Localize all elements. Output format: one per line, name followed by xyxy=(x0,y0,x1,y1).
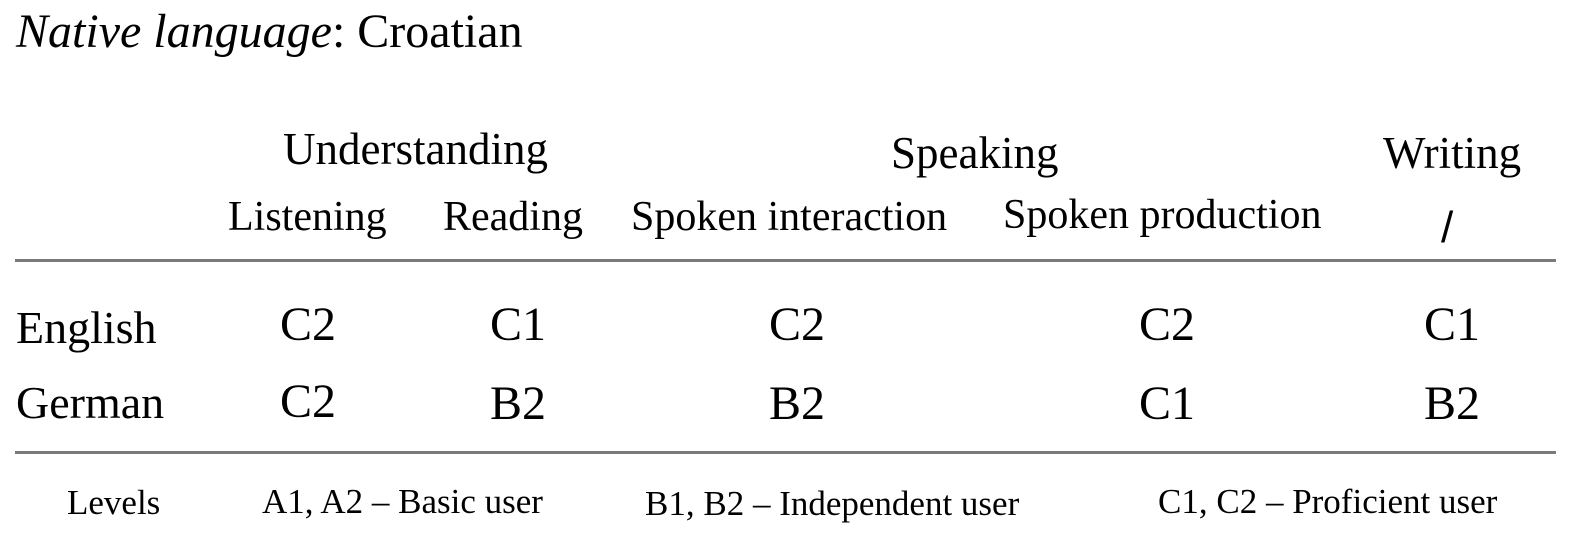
legend-independent: B1, B2 – Independent user xyxy=(645,484,1020,523)
subheader-spoken-production: Spoken production xyxy=(1003,192,1322,238)
native-language-separator: : xyxy=(331,5,358,58)
legend-basic: A1, A2 – Basic user xyxy=(262,482,543,521)
table-bottom-rule xyxy=(15,451,1556,454)
native-language-line: Native language: Croatian xyxy=(16,8,523,56)
header-understanding: Understanding xyxy=(283,124,548,174)
level-reading: B2 xyxy=(489,377,546,430)
language-name: German xyxy=(16,377,165,428)
level-spoken-interaction: C2 xyxy=(768,298,825,351)
native-language-value: Croatian xyxy=(357,5,523,58)
native-language-label: Native language xyxy=(16,5,332,58)
subheader-writing-mark: / xyxy=(1441,203,1454,252)
subheader-listening: Listening xyxy=(228,194,387,240)
level-spoken-interaction: B2 xyxy=(768,377,825,430)
subheader-reading: Reading xyxy=(443,194,583,240)
legend-title: Levels xyxy=(67,483,161,522)
header-speaking: Speaking xyxy=(891,128,1059,178)
level-writing: B2 xyxy=(1423,377,1480,430)
level-listening: C2 xyxy=(279,375,336,428)
legend-proficient: C1, C2 – Proficient user xyxy=(1158,482,1498,521)
level-spoken-production: C2 xyxy=(1138,298,1195,351)
language-name: English xyxy=(16,302,157,353)
level-listening: C2 xyxy=(279,298,336,351)
level-spoken-production: C1 xyxy=(1138,377,1195,430)
level-reading: C1 xyxy=(489,298,546,351)
table-top-rule xyxy=(15,259,1556,262)
level-writing: C1 xyxy=(1423,298,1480,351)
subheader-spoken-interaction: Spoken interaction xyxy=(631,194,948,240)
header-writing: Writing xyxy=(1383,128,1522,178)
